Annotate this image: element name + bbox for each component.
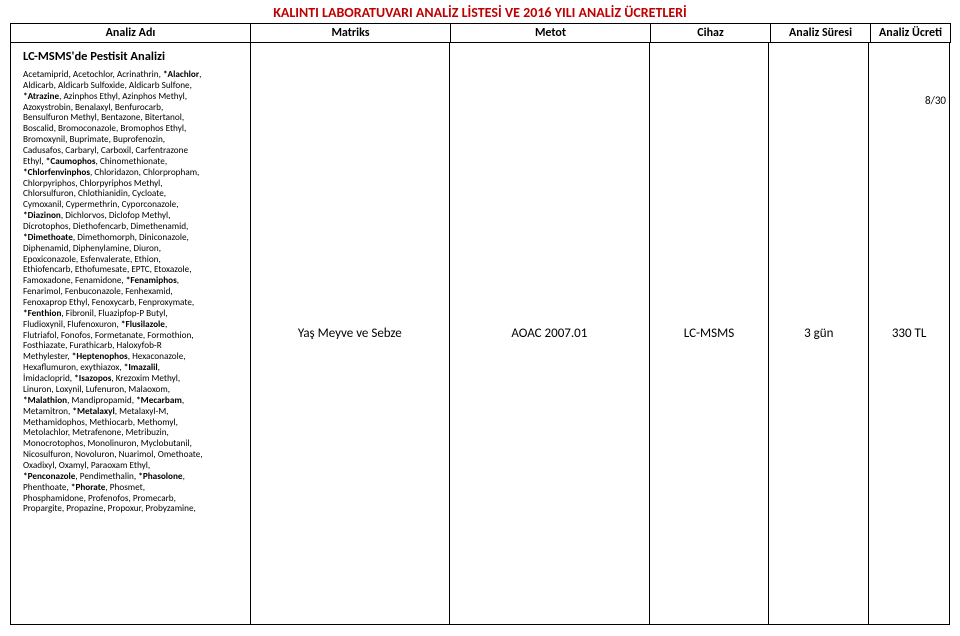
- header-row: Analiz Adı Matriks Metot Cihaz Analiz Sü…: [11, 24, 951, 43]
- page-number: 8/30: [925, 94, 946, 107]
- col-header-cihaz: Cihaz: [651, 24, 771, 43]
- cell-sure: 3 gün: [769, 43, 869, 624]
- data-row: LC-MSMS'de Pestisit Analizi Acetamiprid,…: [10, 43, 950, 625]
- col-header-analiz-adi: Analiz Adı: [11, 24, 251, 43]
- col-header-analiz-suresi: Analiz Süresi: [771, 24, 871, 43]
- page: KALINTI LABORATUVARI ANALİZ LİSTESİ VE 2…: [0, 0, 960, 636]
- compound-list: Acetamiprid, Acetochlor, Acrinathrin, *A…: [23, 70, 203, 515]
- cell-metot: AOAC 2007.01: [450, 43, 650, 624]
- header-table: Analiz Adı Matriks Metot Cihaz Analiz Sü…: [10, 23, 951, 43]
- col-header-metot: Metot: [451, 24, 651, 43]
- cell-cihaz: LC-MSMS: [650, 43, 770, 624]
- section-title: LC-MSMS'de Pestisit Analizi: [23, 49, 165, 64]
- col-header-analiz-ucreti: Analiz Ücreti: [871, 24, 951, 43]
- cell-analiz-adi: LC-MSMS'de Pestisit Analizi Acetamiprid,…: [11, 43, 251, 624]
- cell-matriks: Yaş Meyve ve Sebze: [251, 43, 451, 624]
- document-title: KALINTI LABORATUVARI ANALİZ LİSTESİ VE 2…: [10, 4, 950, 21]
- cell-ucret: 330 TL: [869, 43, 949, 624]
- col-header-matriks: Matriks: [251, 24, 451, 43]
